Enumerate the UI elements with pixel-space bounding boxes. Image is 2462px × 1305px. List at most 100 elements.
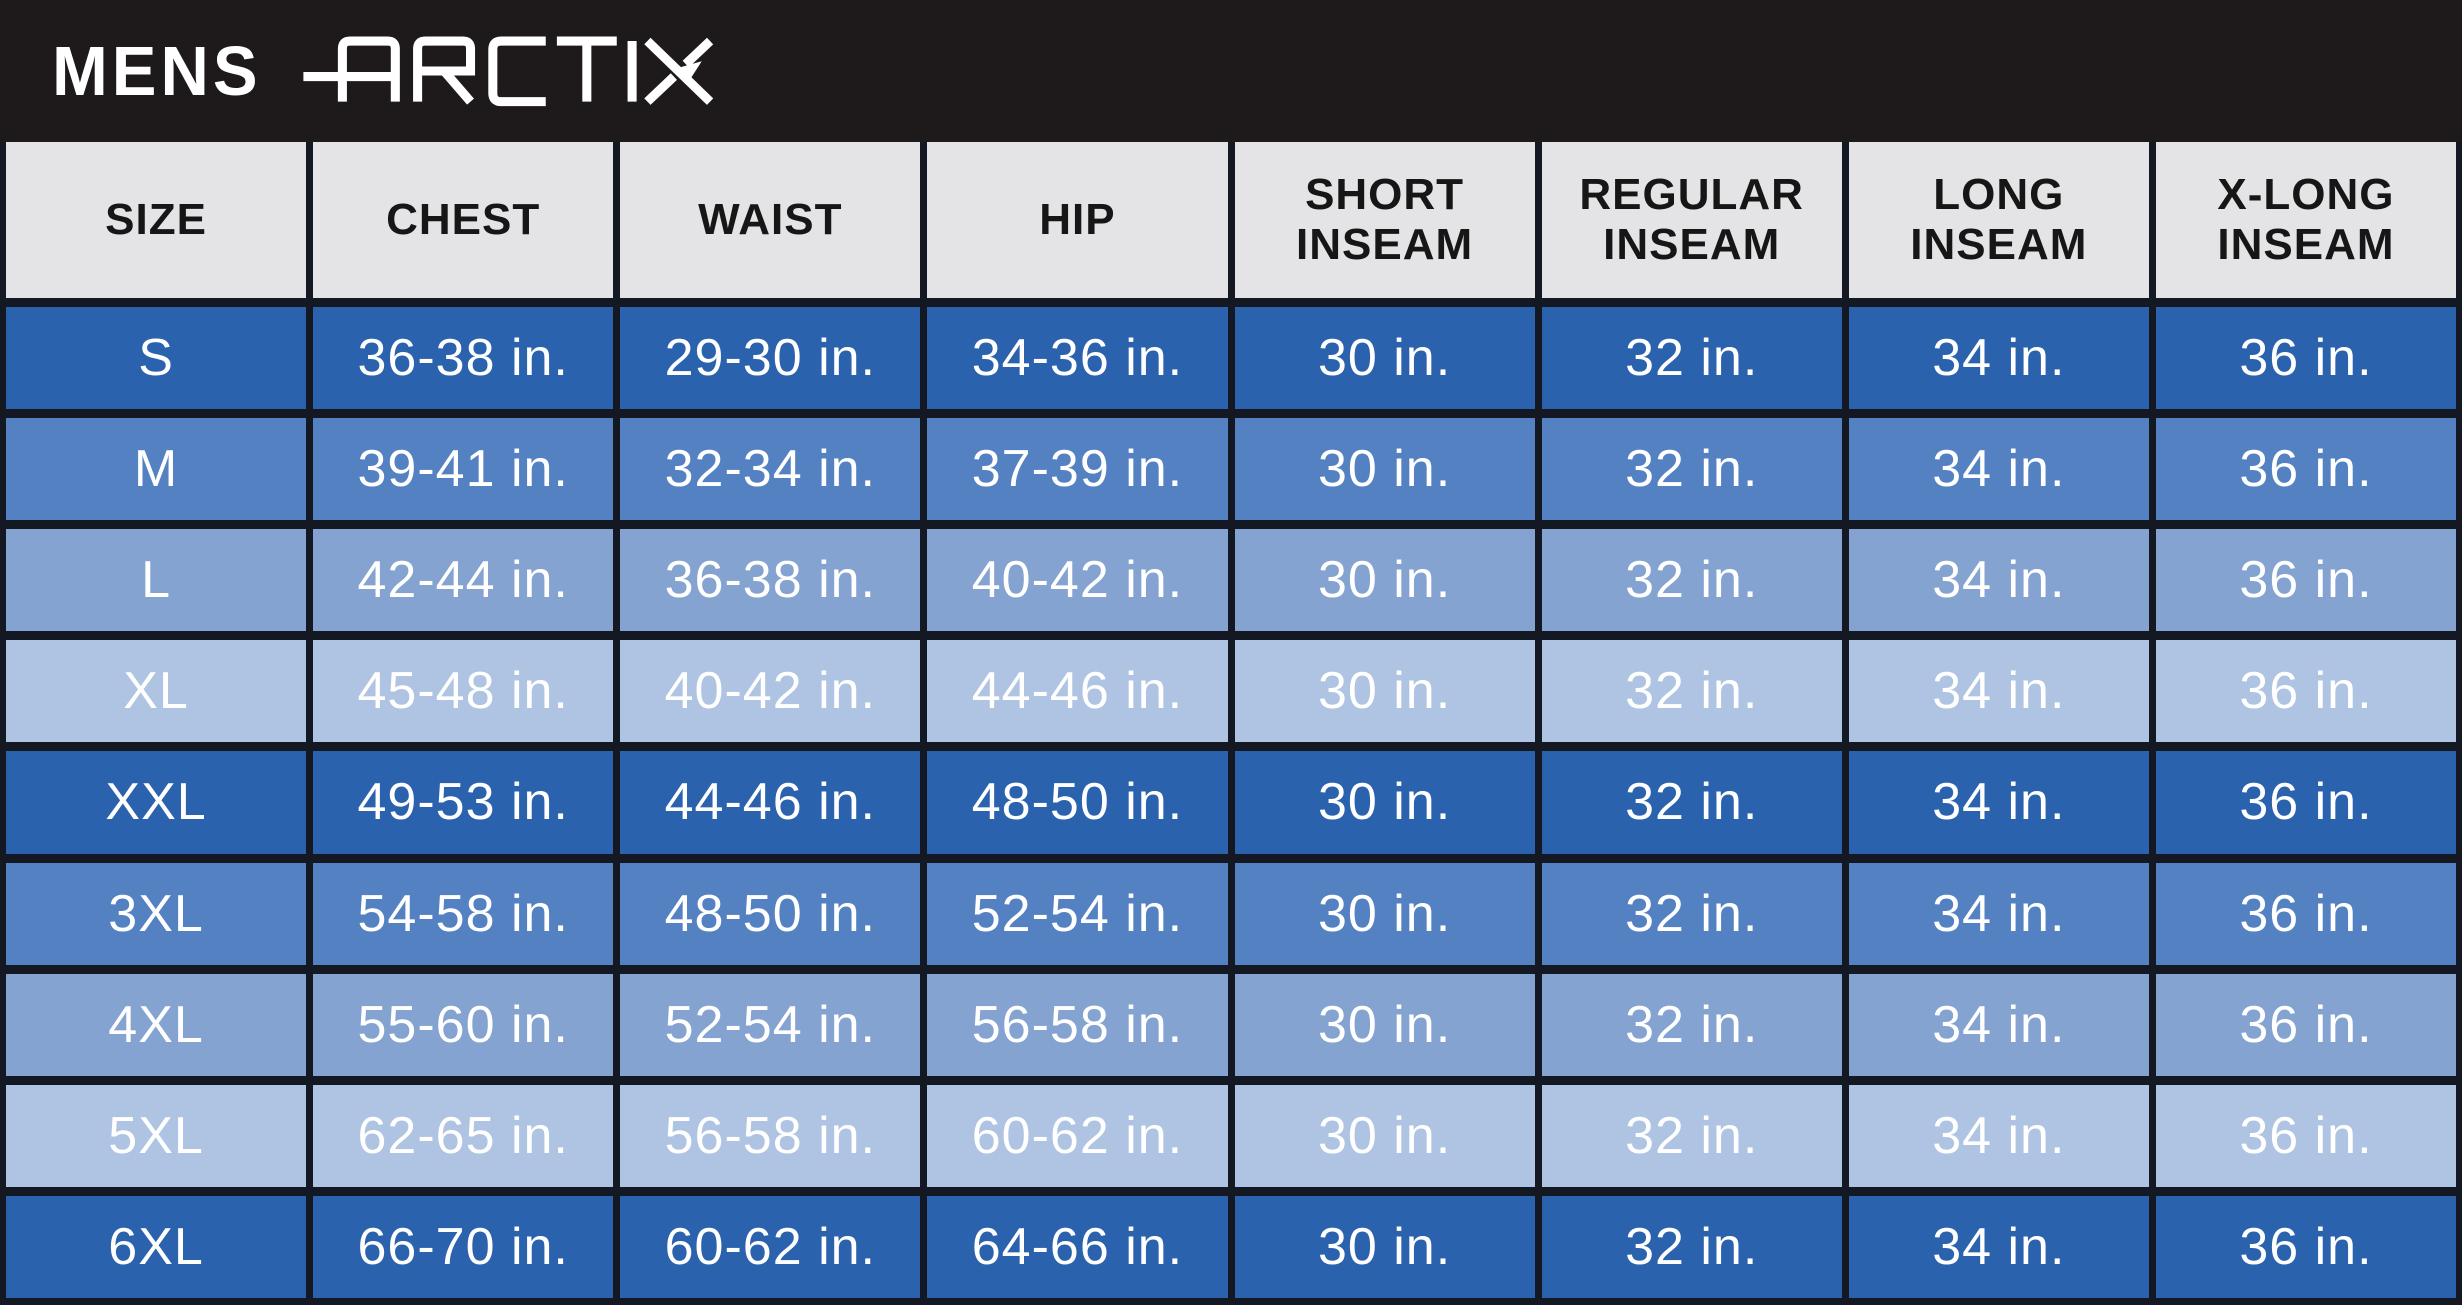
cell-text: 49-53 in.: [357, 773, 569, 832]
value-cell: 32 in.: [1541, 418, 1842, 521]
column-header-label: CHEST: [386, 194, 541, 244]
cell-text: 32-34 in.: [664, 440, 876, 499]
value-cell: 30 in.: [1234, 862, 1535, 965]
cell-text: 32 in.: [1625, 1106, 1759, 1165]
size-cell: 5XL: [6, 1084, 307, 1187]
value-cell: 52-54 in.: [620, 973, 921, 1076]
cell-text: 56-58 in.: [971, 995, 1184, 1054]
size-cell: XXL: [6, 751, 307, 854]
size-cell: M: [6, 418, 307, 521]
column-header-label: HIP: [1039, 194, 1116, 244]
cell-text: 36 in.: [2239, 329, 2373, 388]
value-cell: 32 in.: [1541, 862, 1842, 965]
column-header-label: SHORT INSEAM: [1296, 169, 1474, 269]
value-cell: 34 in.: [1848, 1195, 2149, 1298]
cell-text: 32 in.: [1625, 440, 1759, 499]
cell-text: 52-54 in.: [664, 995, 876, 1054]
mens-label: MENS: [52, 32, 262, 111]
column-header-label: X-LONG INSEAM: [2217, 169, 2395, 269]
value-cell: 36 in.: [2155, 307, 2456, 410]
value-cell: 34 in.: [1848, 973, 2149, 1076]
value-cell: 37-39 in.: [927, 418, 1228, 521]
value-cell: 52-54 in.: [927, 862, 1228, 965]
cell-text: 34 in.: [1932, 329, 2066, 388]
size-cell: 3XL: [6, 862, 307, 965]
cell-text: 42-44 in.: [357, 551, 569, 610]
value-cell: 32 in.: [1541, 1195, 1842, 1298]
cell-text: 44-46 in.: [971, 662, 1184, 721]
value-cell: 34 in.: [1848, 1084, 2149, 1187]
cell-text: 36 in.: [2239, 884, 2373, 943]
value-cell: 34 in.: [1848, 307, 2149, 410]
cell-text: 32 in.: [1625, 329, 1759, 388]
value-cell: 36-38 in.: [313, 307, 614, 410]
size-cell: 6XL: [6, 1195, 307, 1298]
cell-text: 34 in.: [1932, 662, 2066, 721]
cell-text: 66-70 in.: [357, 1217, 569, 1276]
value-cell: 30 in.: [1234, 1084, 1535, 1187]
cell-text: 55-60 in.: [357, 995, 569, 1054]
cell-text: 30 in.: [1317, 995, 1452, 1054]
column-header-label: WAIST: [698, 194, 843, 244]
value-cell: 36 in.: [2155, 862, 2456, 965]
cell-text: 32 in.: [1625, 995, 1759, 1054]
cell-text: 36-38 in.: [664, 551, 876, 610]
column-header-short-inseam: SHORT INSEAM: [1234, 142, 1535, 298]
value-cell: 39-41 in.: [313, 418, 614, 521]
cell-text: 40-42 in.: [664, 662, 876, 721]
cell-text: 5XL: [108, 1106, 204, 1165]
value-cell: 34 in.: [1848, 529, 2149, 632]
cell-text: 34 in.: [1932, 551, 2066, 610]
value-cell: 29-30 in.: [620, 307, 921, 410]
value-cell: 36 in.: [2155, 1195, 2456, 1298]
value-cell: 32 in.: [1541, 640, 1842, 743]
value-cell: 40-42 in.: [620, 640, 921, 743]
cell-text: 36 in.: [2239, 440, 2373, 499]
value-cell: 40-42 in.: [927, 529, 1228, 632]
cell-text: 36 in.: [2239, 995, 2373, 1054]
cell-text: XXL: [105, 773, 207, 832]
value-cell: 56-58 in.: [620, 1084, 921, 1187]
value-cell: 30 in.: [1234, 418, 1535, 521]
cell-text: 4XL: [108, 995, 204, 1054]
column-header-hip: HIP: [927, 142, 1228, 298]
cell-text: 45-48 in.: [357, 662, 569, 721]
value-cell: 62-65 in.: [313, 1084, 614, 1187]
value-cell: 36 in.: [2155, 973, 2456, 1076]
cell-text: 36-38 in.: [357, 329, 569, 388]
banner: MENS: [0, 0, 2462, 142]
cell-text: 36 in.: [2239, 662, 2373, 721]
value-cell: 32 in.: [1541, 751, 1842, 854]
cell-text: 62-65 in.: [357, 1106, 569, 1165]
column-header-label: LONG INSEAM: [1910, 169, 2088, 269]
value-cell: 30 in.: [1234, 640, 1535, 743]
cell-text: 30 in.: [1317, 662, 1452, 721]
column-header-chest: CHEST: [313, 142, 614, 298]
cell-text: 34 in.: [1932, 884, 2066, 943]
cell-text: 48-50 in.: [664, 884, 876, 943]
value-cell: 34 in.: [1848, 862, 2149, 965]
size-cell: L: [6, 529, 307, 632]
value-cell: 36 in.: [2155, 418, 2456, 521]
cell-text: 32 in.: [1625, 662, 1759, 721]
cell-text: 30 in.: [1317, 1106, 1452, 1165]
value-cell: 30 in.: [1234, 1195, 1535, 1298]
cell-text: XL: [123, 662, 189, 721]
cell-text: 30 in.: [1317, 884, 1452, 943]
value-cell: 30 in.: [1234, 751, 1535, 854]
cell-text: 60-62 in.: [971, 1106, 1184, 1165]
value-cell: 36 in.: [2155, 1084, 2456, 1187]
value-cell: 36-38 in.: [620, 529, 921, 632]
value-cell: 60-62 in.: [927, 1084, 1228, 1187]
value-cell: 34 in.: [1848, 751, 2149, 854]
cell-text: 30 in.: [1317, 440, 1452, 499]
cell-text: 60-62 in.: [664, 1217, 876, 1276]
value-cell: 56-58 in.: [927, 973, 1228, 1076]
cell-text: L: [141, 551, 172, 610]
value-cell: 44-46 in.: [927, 640, 1228, 743]
size-cell: 4XL: [6, 973, 307, 1076]
value-cell: 44-46 in.: [620, 751, 921, 854]
arctix-logo-svg: [302, 36, 713, 107]
value-cell: 32 in.: [1541, 529, 1842, 632]
